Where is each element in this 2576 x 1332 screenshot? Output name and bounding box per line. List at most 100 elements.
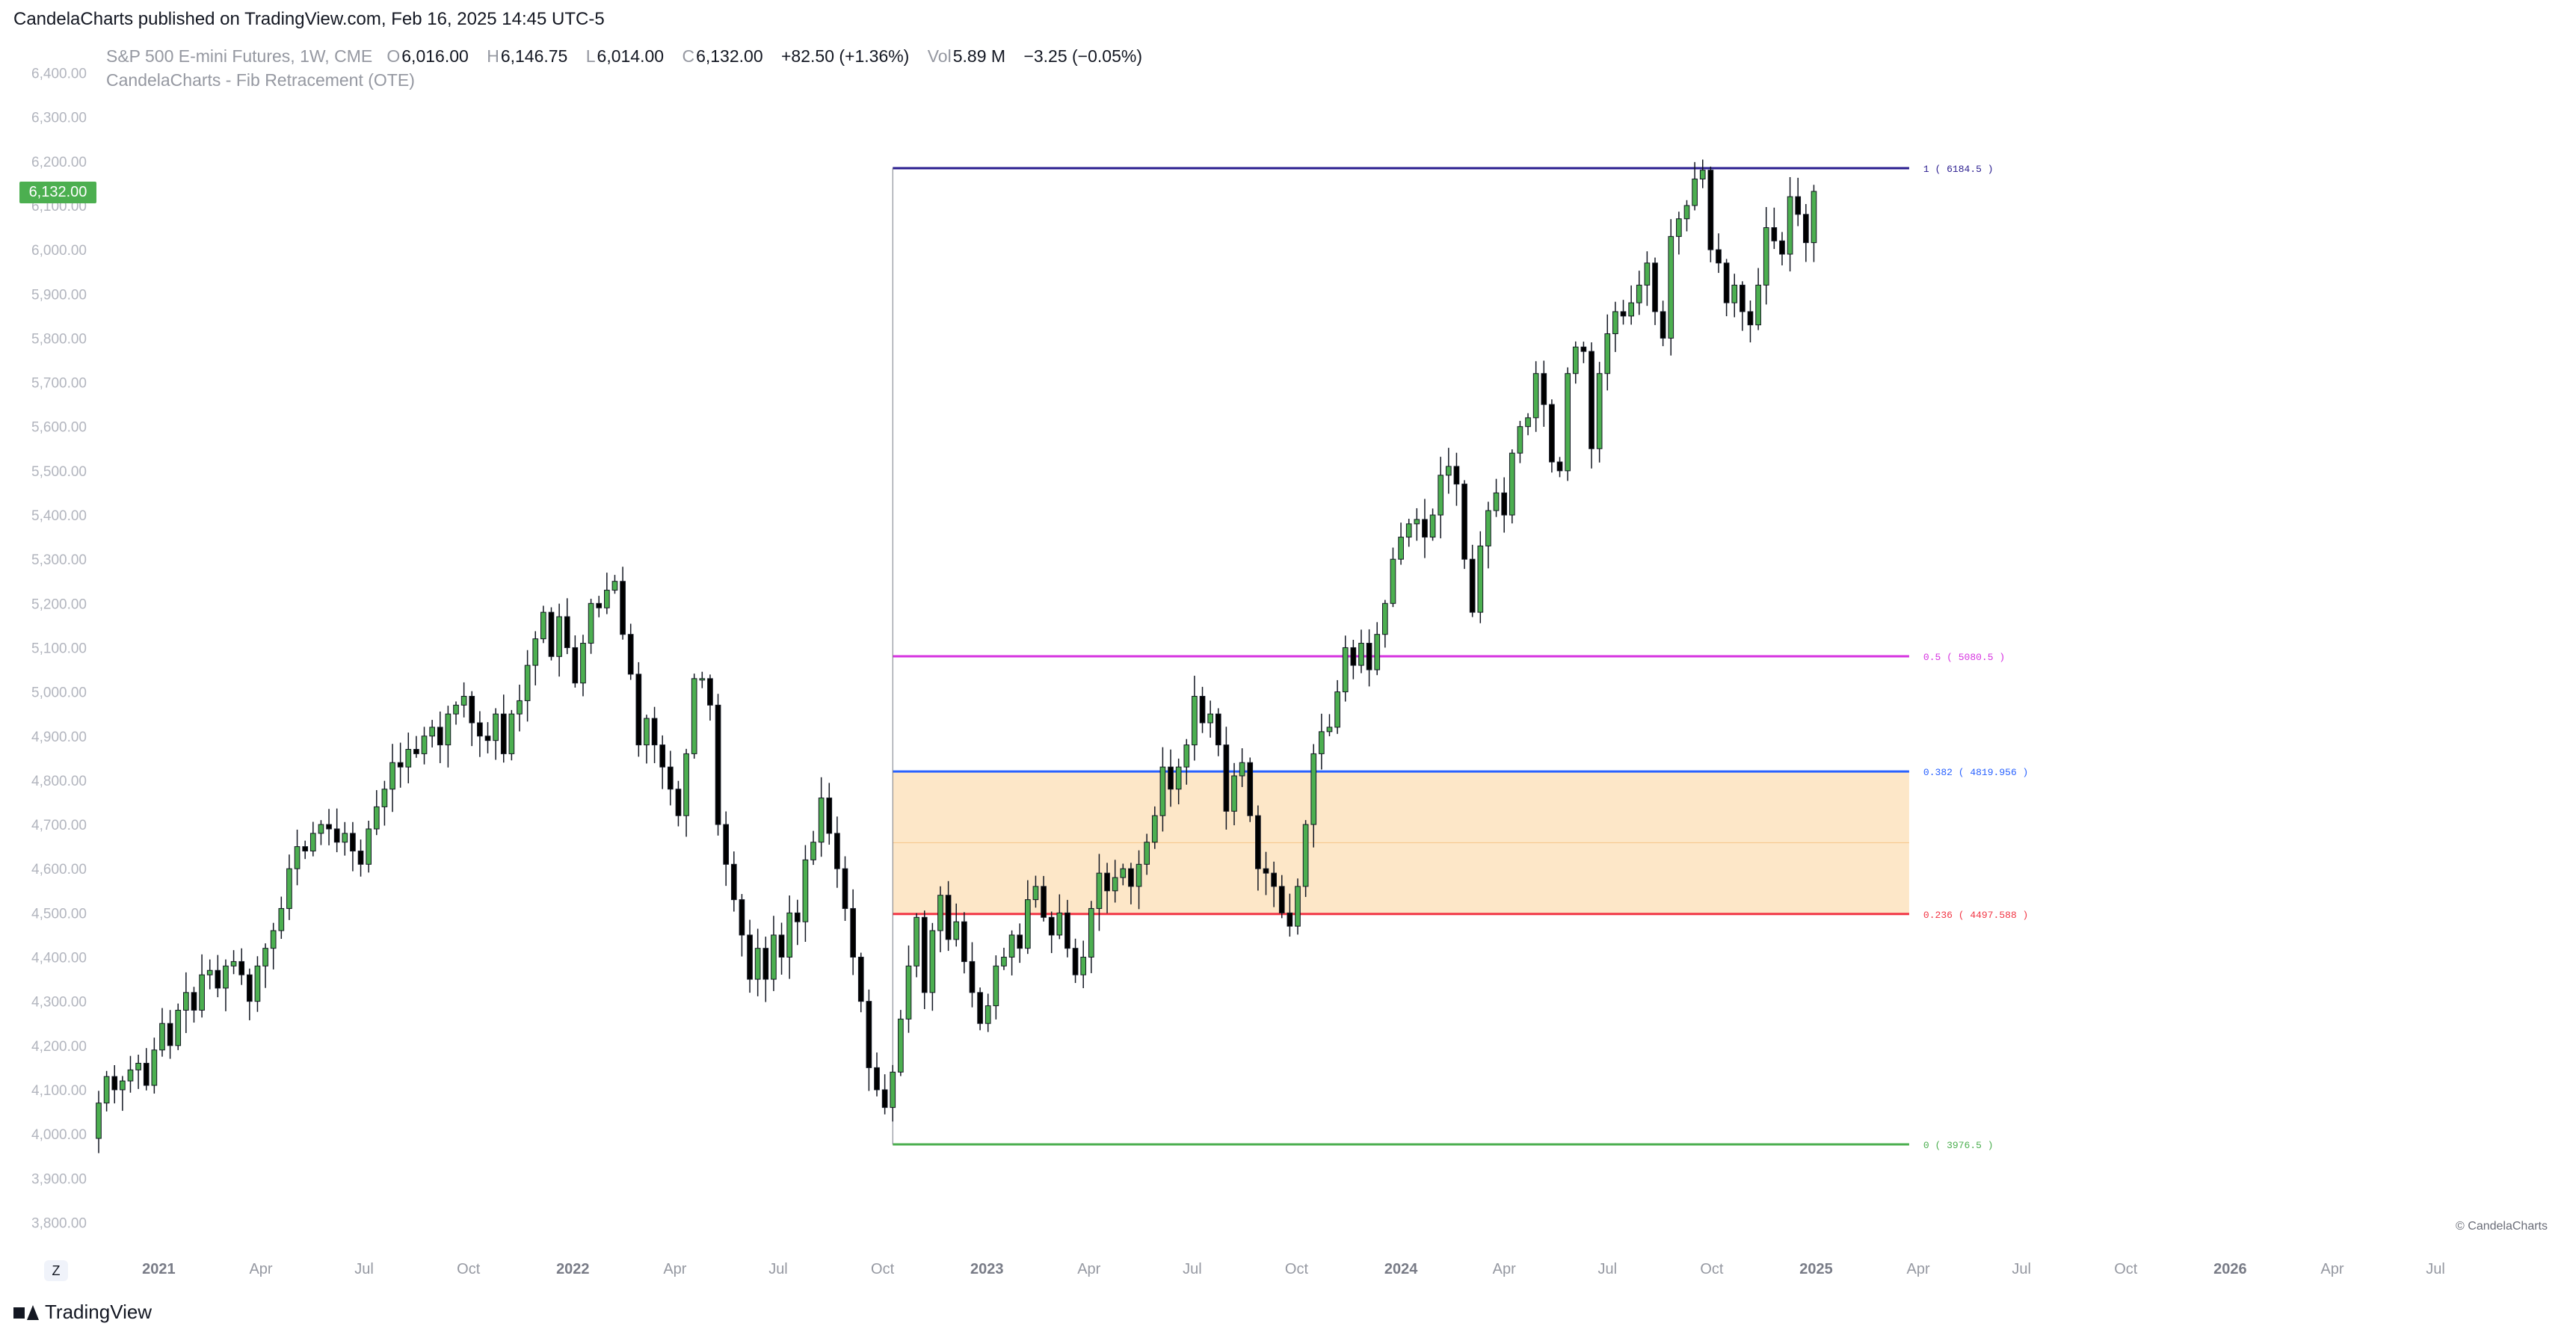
candle-body: [286, 868, 292, 909]
candle-body: [1461, 484, 1467, 560]
candle-up: [1175, 758, 1182, 805]
candle-body: [246, 974, 253, 1002]
open-value: 6,016.00: [401, 46, 469, 66]
candle-down: [500, 694, 507, 763]
candle-body: [588, 602, 594, 644]
candle-body: [1326, 727, 1333, 733]
x-tick-label: Oct: [1285, 1261, 1309, 1277]
candle-body: [159, 1023, 165, 1051]
candle-down: [238, 948, 245, 985]
candle-up: [993, 955, 999, 1020]
candle-up: [1192, 676, 1198, 761]
candle-down: [1469, 544, 1476, 617]
candle-body: [1517, 426, 1523, 454]
candle-body: [1278, 886, 1285, 913]
candle-down: [1501, 477, 1508, 533]
candle-down: [564, 598, 570, 655]
close-label: C: [682, 46, 695, 66]
candle-up: [206, 959, 213, 990]
candle-body: [1604, 333, 1611, 374]
candle-body: [1199, 696, 1206, 724]
candle-up: [445, 706, 452, 768]
candle-body: [754, 948, 761, 980]
candle-down: [675, 780, 682, 827]
candle-down: [1048, 911, 1055, 954]
candle-down: [302, 840, 309, 860]
candle-up: [1683, 200, 1690, 232]
candle-down: [1255, 805, 1261, 891]
candle-body: [357, 851, 364, 865]
x-tick-label: 2021: [142, 1261, 176, 1277]
candle-up: [1334, 679, 1340, 734]
candle-body: [350, 833, 356, 852]
x-tick-label: 2023: [970, 1261, 1004, 1277]
indicator-name[interactable]: CandelaCharts - Fib Retracement (OTE): [106, 70, 415, 90]
candle-up: [532, 631, 539, 685]
candle-body: [1438, 475, 1444, 516]
candle-up: [802, 845, 809, 942]
candle-body: [1676, 218, 1682, 237]
candle-down: [945, 881, 952, 952]
candle-down: [881, 1074, 888, 1114]
candle-body: [1358, 643, 1364, 666]
candle-up: [309, 821, 316, 857]
candle-down: [1072, 938, 1079, 984]
candle-body: [1803, 214, 1809, 244]
candle-up: [318, 820, 324, 845]
candle-body: [1319, 731, 1325, 754]
candle-up: [373, 790, 380, 836]
candle-body: [715, 704, 721, 825]
candle-body: [699, 678, 706, 681]
candle-up: [1438, 457, 1444, 539]
candle-body: [969, 961, 976, 993]
candle-up: [1525, 413, 1531, 436]
candle-body: [429, 727, 435, 737]
candle-body: [1445, 466, 1452, 476]
candle-up: [985, 993, 991, 1032]
candle-body: [167, 1023, 173, 1046]
candle-up: [1414, 508, 1420, 541]
candle-up: [1112, 860, 1118, 903]
candle-body: [1668, 235, 1674, 339]
candle-up: [953, 903, 960, 947]
candle-body: [1779, 240, 1785, 255]
candle-up: [1001, 947, 1007, 970]
candle-up: [453, 701, 459, 725]
candle-body: [1350, 647, 1357, 666]
volume-label: Vol: [927, 46, 952, 66]
candle-body: [913, 916, 919, 966]
candle-body: [611, 581, 618, 591]
candle-body: [1374, 634, 1381, 670]
candle-body: [1120, 868, 1127, 878]
tradingview-brand[interactable]: TradingView: [13, 1301, 152, 1324]
candle-down: [1263, 851, 1269, 895]
candle-down: [866, 989, 872, 1091]
scale-mode-button[interactable]: Z: [44, 1260, 68, 1281]
fib-level-label: 1 ( 6184.5 ): [1923, 164, 1994, 175]
candle-body: [1652, 262, 1658, 312]
x-tick-label: Oct: [2114, 1261, 2138, 1277]
candle-body: [1255, 815, 1261, 869]
candle-body: [818, 798, 825, 843]
candle-body: [1628, 302, 1634, 317]
candle-body: [1422, 519, 1428, 538]
y-tick-label: 4,000.00: [31, 1127, 87, 1143]
y-tick-label: 6,400.00: [31, 67, 87, 82]
candle-body: [1707, 170, 1714, 250]
candle-body: [1532, 373, 1539, 419]
candle-down: [834, 816, 840, 888]
candle-body: [1485, 510, 1491, 546]
candle-body: [691, 678, 697, 754]
candle-up: [524, 650, 531, 722]
candle-body: [1247, 762, 1254, 816]
y-tick-label: 3,800.00: [31, 1215, 87, 1231]
candle-down: [1215, 708, 1221, 756]
candle-body: [1723, 262, 1730, 303]
candle-down: [1660, 300, 1666, 347]
candle-up: [1493, 478, 1500, 517]
candle-up: [1319, 713, 1325, 770]
candle-body: [564, 616, 570, 648]
x-tick-label: Jul: [1183, 1261, 1202, 1277]
candle-down: [1541, 360, 1547, 427]
